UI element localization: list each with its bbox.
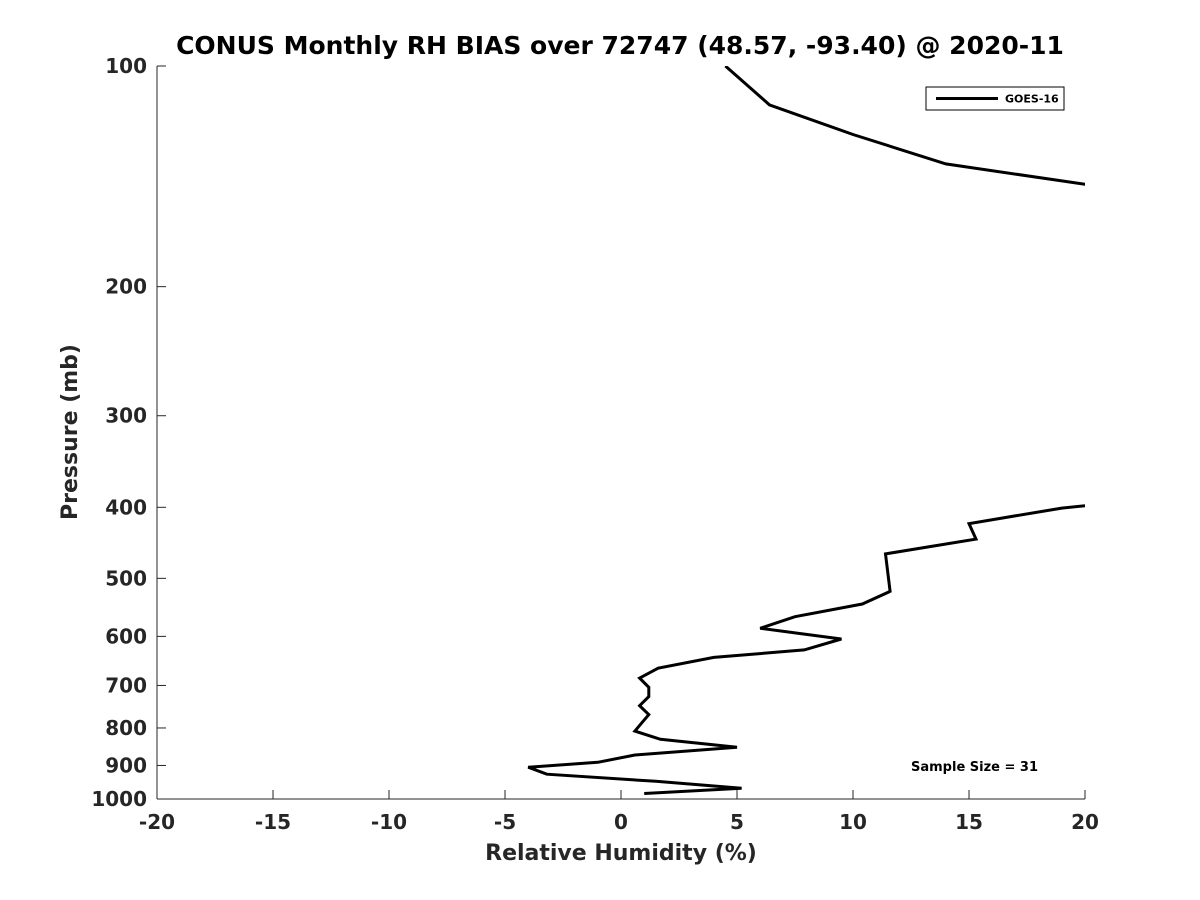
legend-label-goes-16: GOES-16: [1005, 93, 1059, 106]
series-line-1: [724, 66, 1085, 186]
x-tick-label: -15: [255, 810, 291, 834]
axes-group: [156, 66, 1085, 800]
x-tick-label: 20: [1071, 810, 1099, 834]
x-tick-label: 10: [839, 810, 867, 834]
sample-size-annotation: Sample Size = 31: [911, 760, 1038, 775]
y-tick-label: 400: [105, 495, 147, 519]
y-axis-label: Pressure (mb): [58, 344, 83, 520]
series-group: [527, 66, 1085, 795]
x-tick-label: 5: [730, 810, 744, 834]
y-tick-label: 1000: [91, 787, 147, 811]
y-tick-label: 800: [105, 716, 147, 740]
x-tick-label: 15: [955, 810, 983, 834]
x-tick-label: -20: [139, 810, 175, 834]
x-tick-label: -10: [371, 810, 407, 834]
x-axis-label: Relative Humidity (%): [485, 841, 757, 866]
y-tick-label: 300: [105, 404, 147, 428]
chart-title: CONUS Monthly RH BIAS over 72747 (48.57,…: [176, 31, 1064, 60]
x-tick-label: 0: [614, 810, 628, 834]
y-tick-label: 500: [105, 566, 147, 590]
y-tick-label: 600: [105, 624, 147, 648]
legend: GOES-16: [925, 86, 1065, 111]
ticks-group: -20 -15 -10 -5 0 5 10 15 20 100 200 300 400 500 600 700…: [91, 54, 1099, 834]
series-line-2: [527, 504, 1085, 795]
y-tick-label: 700: [105, 673, 147, 697]
y-tick-label: 900: [105, 753, 147, 777]
y-tick-label: 100: [105, 54, 147, 78]
x-tick-label: -5: [494, 810, 516, 834]
y-tick-label: 200: [105, 275, 147, 299]
